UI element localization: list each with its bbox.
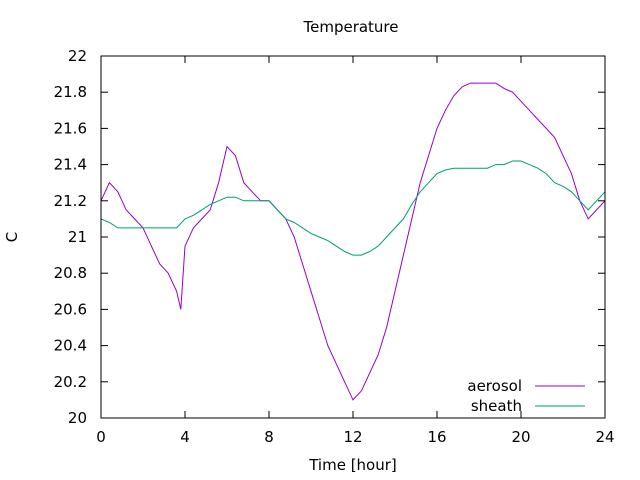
x-tick-label: 12	[343, 428, 362, 446]
x-tick-label: 0	[96, 428, 106, 446]
y-tick-label: 20.8	[54, 264, 87, 282]
x-axis-label: Time [hour]	[308, 456, 397, 474]
x-tick-label: 24	[595, 428, 614, 446]
y-tick-label: 20	[68, 409, 87, 427]
x-tick-label: 16	[427, 428, 446, 446]
x-tick-label: 20	[511, 428, 530, 446]
y-tick-label: 21.4	[54, 156, 87, 174]
legend: aerosol sheath	[467, 377, 585, 415]
chart-title: Temperature	[302, 18, 398, 36]
legend-label-sheath: sheath	[471, 397, 522, 415]
y-tick-label: 22	[68, 47, 87, 65]
axis-ticks	[100, 55, 606, 419]
y-tick-label: 20.6	[54, 300, 87, 318]
x-tick-label: 4	[180, 428, 190, 446]
legend-label-aerosol: aerosol	[467, 377, 522, 395]
series-layer	[100, 82, 606, 401]
y-tick-label: 20.2	[54, 373, 87, 391]
y-tick-label: 21.2	[54, 192, 87, 210]
plot-area	[100, 55, 606, 419]
y-tick-label: 20.4	[54, 337, 87, 355]
series-line-sheath	[100, 160, 606, 256]
y-tick-label: 21.8	[54, 83, 87, 101]
y-axis-label: C	[3, 232, 21, 242]
y-tick-label: 21	[68, 228, 87, 246]
y-tick-label: 21.6	[54, 119, 87, 137]
series-line-aerosol	[100, 82, 606, 401]
axis-tick-labels: 0 4 8 12 16 20 24 20 20.2 20.4 20.6 20.8 21 21.2 21.4 2…	[54, 47, 615, 446]
x-tick-label: 8	[264, 428, 274, 446]
